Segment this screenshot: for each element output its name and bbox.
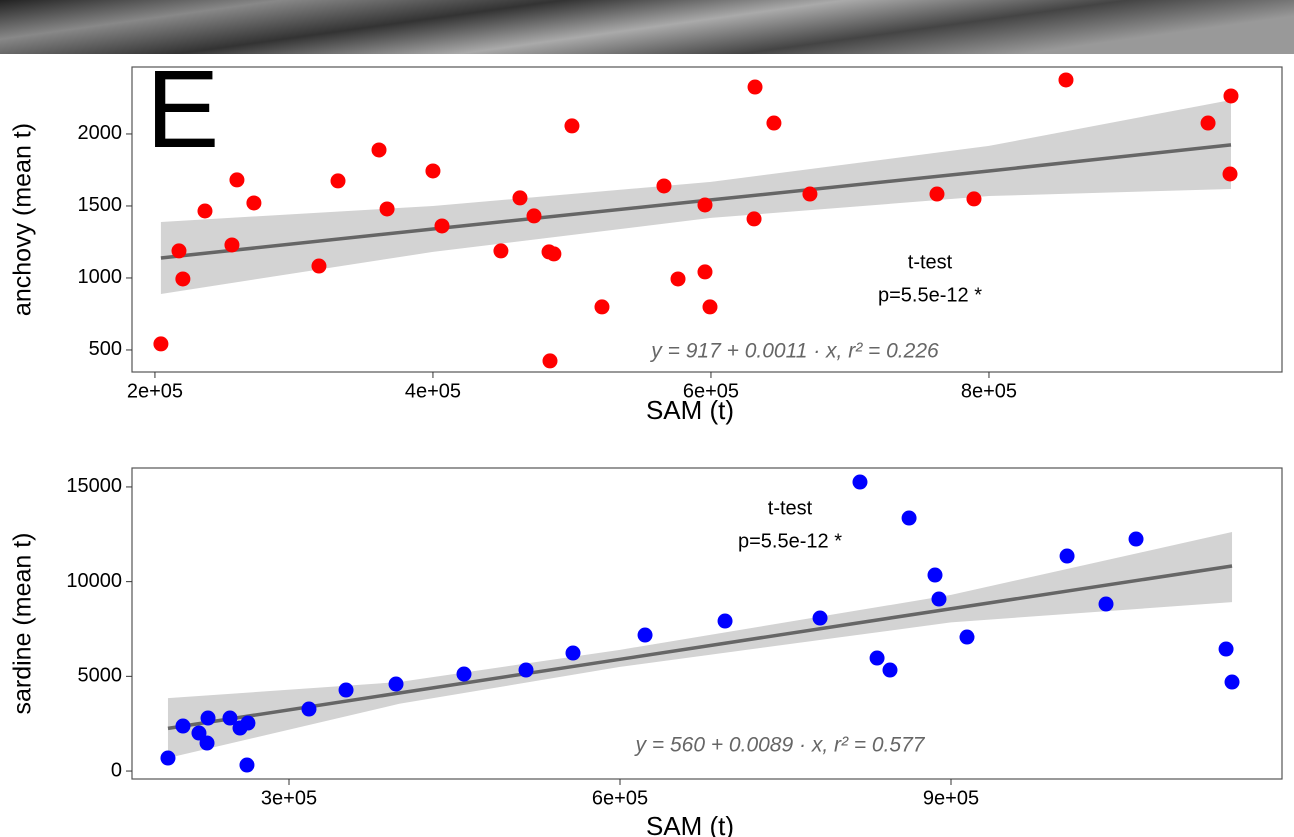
- point: [371, 142, 387, 158]
- point: [493, 243, 509, 259]
- point: [959, 629, 975, 645]
- point: [526, 208, 542, 224]
- point: [153, 336, 169, 352]
- y-tick-label: 5000: [78, 665, 123, 687]
- equation: y = 560 + 0.0089 · x, r² = 0.577: [634, 734, 926, 757]
- point: [246, 195, 262, 211]
- point: [802, 186, 818, 202]
- point: [565, 645, 581, 661]
- point: [1128, 531, 1144, 547]
- point: [224, 237, 240, 253]
- annotation: t-test: [768, 497, 813, 519]
- confidence-band: [160, 99, 1231, 294]
- point: [927, 567, 943, 583]
- point: [670, 271, 686, 287]
- point: [229, 172, 245, 188]
- point: [929, 186, 945, 202]
- x-tick-label: 4e+05: [405, 380, 461, 402]
- point: [717, 613, 733, 629]
- point: [637, 627, 653, 643]
- confidence-band: [167, 532, 1233, 758]
- y-tick-label: 500: [89, 338, 122, 360]
- y-tick-label: 1500: [78, 194, 123, 216]
- y-tick-label: 1000: [78, 266, 123, 288]
- point: [1218, 641, 1234, 657]
- point: [222, 710, 238, 726]
- plot-border: [131, 66, 1283, 373]
- y-tick-label: 2000: [78, 122, 123, 144]
- x-tick-label: 3e+05: [261, 787, 317, 809]
- equation: y = 917 + 0.0011 · x, r² = 0.226: [649, 340, 939, 363]
- point: [197, 203, 213, 219]
- plot-border: [131, 467, 1283, 780]
- point: [766, 115, 782, 131]
- point: [199, 735, 215, 751]
- y-tick-label: 15000: [66, 475, 122, 497]
- point: [338, 682, 354, 698]
- point: [240, 715, 256, 731]
- point: [1224, 674, 1240, 690]
- point: [191, 725, 207, 741]
- point: [852, 474, 868, 490]
- point: [1058, 72, 1074, 88]
- point: [388, 676, 404, 692]
- point: [542, 353, 558, 369]
- point: [171, 243, 187, 259]
- point: [594, 299, 610, 315]
- point: [564, 118, 580, 134]
- x-tick-label: 9e+05: [923, 787, 979, 809]
- point: [1223, 88, 1239, 104]
- point: [200, 710, 216, 726]
- point: [812, 610, 828, 626]
- point: [901, 510, 917, 526]
- x-tick-label: 6e+05: [592, 787, 648, 809]
- point: [1222, 166, 1238, 182]
- point: [518, 662, 534, 678]
- x-axis-title: SAM (t): [646, 395, 734, 425]
- annotation: p=5.5e-12 *: [738, 530, 842, 552]
- point: [175, 718, 191, 734]
- annotation: t-test: [908, 251, 953, 273]
- point: [330, 173, 346, 189]
- y-axis-title: sardine (mean t): [9, 532, 37, 714]
- fit-line: [167, 564, 1233, 731]
- panel-label: E: [146, 48, 219, 171]
- point: [311, 258, 327, 274]
- point: [175, 271, 191, 287]
- point: [456, 666, 472, 682]
- x-axis-title: SAM (t): [646, 811, 734, 837]
- point: [1098, 596, 1114, 612]
- point: [702, 299, 718, 315]
- point: [656, 178, 672, 194]
- photo-strip: [0, 0, 1294, 54]
- point: [882, 662, 898, 678]
- point: [301, 701, 317, 717]
- fit-line: [160, 143, 1232, 260]
- point: [160, 750, 176, 766]
- point: [379, 201, 395, 217]
- point: [434, 218, 450, 234]
- y-tick-label: 0: [111, 759, 122, 781]
- point: [239, 757, 255, 773]
- x-tick-label: 8e+05: [961, 380, 1017, 402]
- annotation: p=5.5e-12 *: [878, 284, 982, 306]
- point: [512, 190, 528, 206]
- point: [1200, 115, 1216, 131]
- y-tick-label: 10000: [66, 570, 122, 592]
- point: [746, 211, 762, 227]
- point: [966, 191, 982, 207]
- x-tick-label: 2e+05: [127, 380, 183, 402]
- point: [546, 246, 562, 262]
- y-axis-title: anchovy (mean t): [9, 123, 37, 316]
- point: [425, 163, 441, 179]
- point: [697, 197, 713, 213]
- point: [1059, 548, 1075, 564]
- x-tick-label: 6e+05: [683, 380, 739, 402]
- point: [931, 591, 947, 607]
- point: [869, 650, 885, 666]
- point: [697, 264, 713, 280]
- point: [747, 79, 763, 95]
